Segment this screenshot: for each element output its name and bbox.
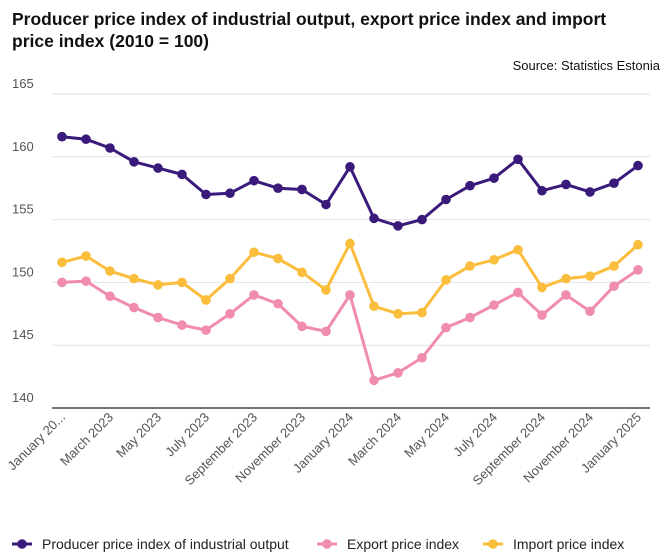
data-point[interactable] [81, 134, 91, 145]
data-point[interactable] [105, 291, 115, 302]
data-point[interactable] [561, 179, 571, 190]
x-tick-label: May 2023 [113, 410, 164, 461]
data-point[interactable] [441, 194, 451, 205]
data-point[interactable] [345, 238, 355, 249]
data-point[interactable] [393, 221, 403, 231]
chart-title: Producer price index of industrial outpu… [12, 9, 607, 51]
data-point[interactable] [129, 302, 139, 313]
data-point[interactable] [537, 282, 547, 293]
data-point[interactable] [129, 157, 139, 167]
data-point[interactable] [153, 163, 163, 173]
data-point[interactable] [129, 273, 139, 284]
data-point[interactable] [177, 277, 187, 288]
data-point[interactable] [585, 187, 595, 197]
data-point[interactable] [513, 287, 523, 298]
data-point[interactable] [297, 267, 307, 278]
data-point[interactable] [345, 162, 355, 172]
data-point[interactable] [201, 325, 211, 335]
data-point[interactable] [369, 213, 379, 224]
data-point[interactable] [57, 131, 67, 142]
data-point[interactable] [273, 183, 283, 193]
data-point[interactable] [561, 290, 571, 300]
legend-label[interactable]: Import price index [513, 536, 624, 552]
data-point[interactable] [57, 277, 67, 288]
y-tick-label: 145 [12, 327, 34, 342]
data-point[interactable] [633, 265, 643, 275]
data-point[interactable] [393, 309, 403, 319]
data-point[interactable] [321, 285, 331, 295]
y-tick-label: 150 [12, 264, 34, 279]
data-point[interactable] [465, 312, 475, 323]
legend-marker [322, 539, 332, 549]
data-point[interactable] [393, 368, 403, 378]
data-point[interactable] [249, 175, 259, 186]
data-point[interactable] [321, 326, 331, 337]
data-point[interactable] [81, 251, 91, 261]
x-tick-label: January 20... [4, 410, 68, 474]
data-point[interactable] [321, 199, 331, 210]
data-point[interactable] [585, 306, 595, 317]
legend-label[interactable]: Producer price index of industrial outpu… [42, 536, 289, 552]
data-point[interactable] [225, 188, 235, 199]
series-line-2 [60, 268, 640, 382]
data-point[interactable] [105, 143, 115, 153]
data-point[interactable] [177, 320, 187, 330]
data-point[interactable] [105, 266, 115, 276]
data-point[interactable] [441, 275, 451, 285]
data-point[interactable] [297, 184, 307, 195]
data-point[interactable] [225, 309, 235, 319]
data-point[interactable] [201, 189, 211, 200]
data-point[interactable] [513, 154, 523, 165]
data-point[interactable] [273, 298, 283, 309]
series-line-3 [60, 241, 640, 316]
data-point[interactable] [417, 307, 427, 318]
data-point[interactable] [369, 375, 379, 386]
data-point[interactable] [177, 169, 187, 180]
data-point[interactable] [465, 261, 475, 271]
data-point[interactable] [249, 290, 259, 300]
data-point[interactable] [225, 273, 235, 284]
y-tick-label: 140 [12, 390, 34, 405]
data-point[interactable] [201, 295, 211, 305]
x-tick-label: May 2024 [401, 410, 452, 461]
legend-marker [17, 539, 27, 549]
data-point[interactable] [633, 239, 643, 250]
data-point[interactable] [609, 178, 619, 188]
data-point[interactable] [465, 180, 475, 191]
data-point[interactable] [81, 276, 91, 286]
data-point[interactable] [537, 185, 547, 196]
x-tick-label: July 2024 [450, 410, 500, 460]
y-tick-label: 155 [12, 202, 34, 217]
legend-marker [488, 539, 498, 549]
data-point[interactable] [297, 321, 307, 332]
data-point[interactable] [417, 352, 427, 363]
data-point[interactable] [153, 280, 163, 290]
data-point[interactable] [561, 273, 571, 284]
data-point[interactable] [441, 322, 451, 333]
source-note: Source: Statistics Estonia [512, 58, 660, 73]
series-line-1 [60, 135, 640, 228]
y-tick-label: 160 [12, 139, 34, 154]
data-point[interactable] [489, 254, 499, 265]
data-point[interactable] [513, 244, 523, 255]
data-point[interactable] [153, 312, 163, 323]
data-point[interactable] [489, 300, 499, 310]
data-point[interactable] [489, 173, 499, 183]
data-point[interactable] [345, 290, 355, 300]
data-point[interactable] [609, 261, 619, 271]
data-point[interactable] [633, 160, 643, 171]
x-tick-label: July 2023 [162, 410, 212, 460]
data-point[interactable] [273, 253, 283, 264]
data-point[interactable] [249, 247, 259, 258]
data-point[interactable] [57, 257, 67, 268]
data-point[interactable] [369, 301, 379, 312]
data-point[interactable] [609, 281, 619, 291]
y-tick-label: 165 [12, 76, 34, 91]
data-point[interactable] [417, 214, 427, 225]
data-point[interactable] [585, 271, 595, 281]
legend-label[interactable]: Export price index [347, 536, 459, 552]
data-point[interactable] [537, 310, 547, 320]
